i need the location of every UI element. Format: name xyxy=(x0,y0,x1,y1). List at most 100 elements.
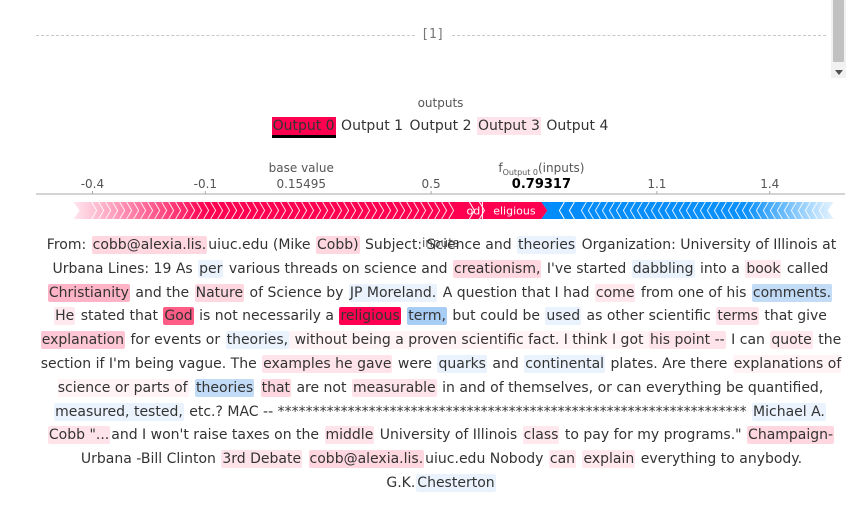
positive-chevron xyxy=(378,201,385,220)
input-token[interactable]: University of Illinois xyxy=(375,427,522,444)
output-option-4[interactable]: Output 4 xyxy=(545,117,610,135)
input-token[interactable]: cobb@alexia.lis. xyxy=(308,450,425,469)
input-token[interactable]: examples he gave xyxy=(262,354,393,373)
negative-chevron xyxy=(727,201,734,220)
positive-chevron xyxy=(308,201,315,220)
input-token[interactable]: quote xyxy=(770,331,813,350)
input-token[interactable]: various threads on science and xyxy=(224,260,452,277)
positive-chevron xyxy=(427,201,434,220)
input-token[interactable]: measurable xyxy=(351,378,437,397)
positive-chevron xyxy=(168,201,175,220)
input-token[interactable]: used xyxy=(545,307,582,326)
input-token[interactable]: to pay for my programs." xyxy=(560,427,747,444)
output-option-1[interactable]: Output 1 xyxy=(340,117,405,135)
input-token[interactable]: his point -- xyxy=(648,331,726,350)
positive-chevron xyxy=(336,201,343,220)
negative-chevron xyxy=(783,201,790,220)
input-token[interactable]: cobb@alexia.lis. xyxy=(91,236,208,254)
input-token[interactable]: comments. xyxy=(751,283,833,302)
input-token[interactable]: can xyxy=(548,450,577,469)
input-token[interactable]: quarks xyxy=(437,354,487,373)
input-token[interactable]: book xyxy=(745,259,782,278)
input-token[interactable]: uiuc.edu (Mike xyxy=(208,237,315,253)
positive-chevron xyxy=(98,201,105,220)
input-token[interactable]: continental xyxy=(524,354,606,373)
input-token[interactable]: theories xyxy=(195,378,255,397)
output-option-2[interactable]: Output 2 xyxy=(408,117,473,135)
input-token[interactable]: Chesterton xyxy=(416,473,496,492)
negative-chevron xyxy=(706,201,713,220)
input-token[interactable]: He xyxy=(54,307,76,326)
positive-chevron xyxy=(266,201,273,220)
input-token[interactable]: Christianity xyxy=(47,283,130,302)
input-token[interactable]: Nature xyxy=(194,283,245,302)
scrollbar[interactable] xyxy=(831,0,846,78)
output-option-0[interactable]: Output 0 xyxy=(271,117,336,138)
input-token[interactable] xyxy=(254,379,260,397)
input-token[interactable]: theories xyxy=(517,236,577,254)
positive-chevron xyxy=(385,201,392,220)
input-token[interactable]: creationism, xyxy=(453,259,542,278)
input-token[interactable]: dabbling xyxy=(631,259,695,278)
input-token[interactable]: from one of his xyxy=(636,284,751,301)
input-token[interactable]: Champaign- xyxy=(747,426,835,445)
input-token[interactable]: I've started xyxy=(542,260,631,277)
input-token[interactable] xyxy=(832,284,834,302)
input-token[interactable]: were xyxy=(393,355,437,372)
input-token[interactable]: per xyxy=(198,259,224,278)
input-token[interactable]: for events or xyxy=(126,332,225,349)
input-token[interactable]: everything to anybody. G.K. xyxy=(386,451,803,491)
input-token[interactable]: terms xyxy=(716,307,759,326)
input-token[interactable]: is not necessarily a xyxy=(194,308,339,325)
input-token[interactable]: that xyxy=(260,378,292,397)
input-token[interactable]: Cobb "... xyxy=(47,426,111,445)
input-token[interactable]: Michael A. xyxy=(752,402,826,421)
negative-chevron xyxy=(685,201,692,220)
input-token[interactable]: measured, tested, xyxy=(54,402,184,421)
input-token[interactable]: are not xyxy=(292,379,351,396)
input-token[interactable]: without being a proven scientific fact. … xyxy=(289,331,649,350)
input-token[interactable]: into a xyxy=(695,260,745,277)
negative-chevron xyxy=(568,201,575,220)
input-token[interactable]: explanation xyxy=(40,331,126,350)
input-token[interactable]: Urbana -Bill Clinton xyxy=(80,451,221,468)
input-token[interactable]: in and of themselves, or can everything … xyxy=(437,379,824,396)
positive-chevron xyxy=(203,201,210,220)
input-token[interactable] xyxy=(826,403,828,421)
input-token[interactable]: plates. Are there xyxy=(606,355,732,372)
input-token[interactable]: and xyxy=(487,355,524,372)
input-token[interactable]: middle xyxy=(324,426,375,445)
input-token[interactable] xyxy=(302,450,308,468)
input-token[interactable]: stated that xyxy=(76,308,163,325)
input-token[interactable]: the section if I'm being vague. The xyxy=(40,332,842,372)
input-token[interactable]: explain xyxy=(582,450,636,469)
positive-chevron xyxy=(343,201,350,220)
input-token[interactable]: term, xyxy=(407,307,447,326)
input-token[interactable]: Organization: University of Illinois at … xyxy=(52,237,837,277)
negative-chevron xyxy=(741,201,748,220)
input-token[interactable]: theories, xyxy=(225,331,290,350)
input-token[interactable]: as other scientific xyxy=(582,308,716,325)
input-token[interactable]: 3rd Debate xyxy=(221,450,303,469)
input-token[interactable]: God xyxy=(163,307,194,326)
input-token[interactable]: Cobb) xyxy=(315,236,360,254)
input-token[interactable]: JP Moreland. xyxy=(348,283,438,302)
input-token[interactable]: From: xyxy=(46,237,91,253)
input-token[interactable]: called xyxy=(782,260,829,277)
input-token[interactable]: A question that I had xyxy=(438,284,594,301)
input-token[interactable]: class xyxy=(522,426,560,445)
input-token[interactable]: religious xyxy=(339,307,401,326)
input-token[interactable]: and the xyxy=(130,284,194,301)
input-token[interactable]: but could be xyxy=(447,308,545,325)
input-token[interactable]: come xyxy=(594,283,636,302)
input-token[interactable]: of Science by xyxy=(245,284,348,301)
input-token[interactable]: Subject: Science and xyxy=(360,237,517,253)
output-option-3[interactable]: Output 3 xyxy=(476,117,541,135)
input-token[interactable]: etc.? MAC -- ***************************… xyxy=(184,403,752,420)
scrollbar-thumb[interactable] xyxy=(833,0,844,62)
input-token[interactable]: uiuc.edu Nobody xyxy=(425,451,548,468)
input-token[interactable]: and I won't raise taxes on the xyxy=(111,427,324,444)
scroll-down-arrow-icon[interactable] xyxy=(835,70,843,75)
input-token[interactable]: I can xyxy=(726,332,770,349)
input-token[interactable]: that give xyxy=(759,308,827,325)
